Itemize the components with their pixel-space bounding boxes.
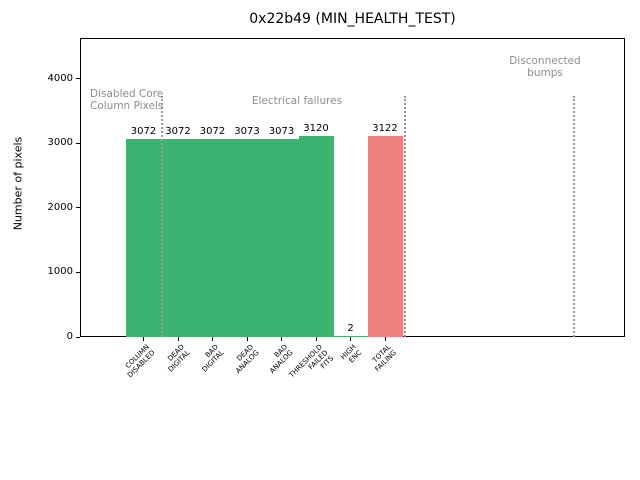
bar [264, 138, 299, 337]
section-separator-line [161, 96, 163, 337]
chart-title: 0x22b49 (MIN_HEALTH_TEST) [249, 11, 456, 27]
section-label: Disconnected bumps [509, 55, 581, 79]
x-tick-mark [212, 337, 213, 341]
y-tick-label: 2000 [47, 201, 73, 213]
x-tick-label: DEAD ANALOG [233, 343, 261, 376]
x-tick-label: COLUMN DISABLED [124, 343, 157, 380]
y-tick-mark [76, 207, 80, 209]
section-separator-line [573, 96, 575, 337]
y-tick-mark [76, 271, 80, 273]
bar-value-label: 3072 [165, 125, 191, 137]
x-tick-mark [143, 337, 144, 341]
bar-value-label: 3072 [199, 125, 226, 137]
bar-value-label: 3073 [268, 125, 295, 137]
x-tick-label: THRESHOLD FAILED FITS [287, 343, 335, 380]
x-tick-mark [384, 337, 386, 341]
bar-value-label: 3072 [130, 125, 157, 137]
bar-value-label: 3073 [234, 125, 260, 137]
bar-value-label: 3120 [303, 122, 329, 134]
bar-value-label: 3122 [372, 122, 398, 134]
bar [298, 135, 334, 337]
x-tick-label: DEAD DIGITAL [165, 343, 192, 374]
y-axis-label: Number of pixels [11, 136, 25, 231]
y-tick-label: 1000 [47, 266, 73, 278]
bar [367, 135, 403, 337]
x-tick-mark [315, 337, 317, 341]
bar [195, 138, 230, 337]
bar [126, 138, 161, 337]
y-tick-mark [76, 142, 80, 144]
y-tick-mark [76, 78, 80, 80]
x-tick-label: TOTAL FAILING [371, 343, 399, 374]
x-tick-label: BAD DIGITAL [200, 343, 226, 374]
y-tick-label: 0 [66, 331, 73, 342]
y-tick-label: 3000 [47, 137, 73, 149]
section-label: Electrical failures [251, 95, 343, 107]
x-tick-mark [281, 337, 282, 341]
section-separator-line [403, 96, 406, 337]
x-tick-mark [246, 337, 248, 341]
y-tick-label: 4000 [47, 72, 73, 84]
x-tick-label: HIGH ENC [339, 343, 364, 365]
y-tick-mark [76, 336, 80, 338]
x-tick-mark [350, 337, 351, 341]
section-label: Disabled Core Column Pixels [90, 88, 164, 112]
bar [160, 138, 196, 337]
x-tick-mark [177, 337, 179, 341]
bar [333, 336, 368, 337]
bar [229, 138, 265, 337]
bar-value-label: 2 [347, 323, 354, 334]
